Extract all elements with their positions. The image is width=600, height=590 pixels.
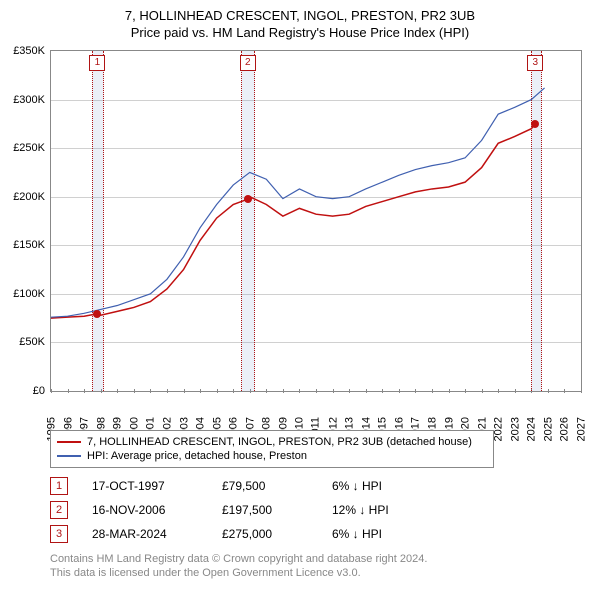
y-axis-label: £100K: [13, 288, 45, 300]
transaction-row: 3 28-MAR-2024£275,0006% ↓ HPI: [50, 522, 412, 546]
footer-text: Contains HM Land Registry data © Crown c…: [50, 552, 427, 581]
legend-item: 7, HOLLINHEAD CRESCENT, INGOL, PRESTON, …: [57, 435, 487, 449]
y-axis-label: £350K: [13, 45, 45, 57]
y-axis-label: £150K: [13, 239, 45, 251]
series-price_paid: [51, 124, 535, 318]
legend-swatch: [57, 441, 81, 443]
x-axis-label: 2022: [493, 417, 505, 441]
transaction-pct: 12% ↓ HPI: [332, 503, 412, 517]
footer-line-2: This data is licensed under the Open Gov…: [50, 566, 427, 580]
marker-box-1: 1: [89, 55, 105, 71]
transaction-row: 2 16-NOV-2006£197,50012% ↓ HPI: [50, 498, 412, 522]
transaction-date: 28-MAR-2024: [92, 527, 222, 541]
legend-label: HPI: Average price, detached house, Pres…: [87, 450, 307, 462]
y-axis-label: £0: [33, 385, 45, 397]
y-axis-label: £300K: [13, 94, 45, 106]
marker-dot-3: [531, 120, 539, 128]
chart-subtitle: Price paid vs. HM Land Registry's House …: [0, 25, 600, 40]
chart-plot-area: £0£50K£100K£150K£200K£250K£300K£350K1995…: [50, 50, 582, 392]
transaction-marker: 3: [50, 525, 68, 543]
series-hpi: [51, 88, 545, 317]
x-axis-label: 2026: [559, 417, 571, 441]
marker-dot-1: [93, 310, 101, 318]
x-axis-label: 2025: [542, 417, 554, 441]
transaction-price: £275,000: [222, 527, 332, 541]
marker-box-3: 3: [527, 55, 543, 71]
legend-item: HPI: Average price, detached house, Pres…: [57, 449, 487, 463]
transaction-price: £79,500: [222, 479, 332, 493]
legend-label: 7, HOLLINHEAD CRESCENT, INGOL, PRESTON, …: [87, 436, 472, 448]
x-axis-label: 2027: [575, 417, 587, 441]
marker-dot-2: [244, 195, 252, 203]
marker-box-2: 2: [240, 55, 256, 71]
y-axis-label: £200K: [13, 191, 45, 203]
legend-box: 7, HOLLINHEAD CRESCENT, INGOL, PRESTON, …: [50, 430, 494, 468]
x-axis-label: 2024: [526, 417, 538, 441]
transactions-table: 117-OCT-1997£79,5006% ↓ HPI216-NOV-2006£…: [50, 474, 412, 546]
transaction-date: 17-OCT-1997: [92, 479, 222, 493]
legend-swatch: [57, 455, 81, 457]
y-axis-label: £250K: [13, 142, 45, 154]
x-axis-label: 2023: [509, 417, 521, 441]
transaction-date: 16-NOV-2006: [92, 503, 222, 517]
x-tick: [581, 389, 582, 393]
footer-line-1: Contains HM Land Registry data © Crown c…: [50, 552, 427, 566]
transaction-pct: 6% ↓ HPI: [332, 527, 412, 541]
transaction-price: £197,500: [222, 503, 332, 517]
y-axis-label: £50K: [19, 336, 45, 348]
transaction-pct: 6% ↓ HPI: [332, 479, 412, 493]
transaction-marker: 2: [50, 501, 68, 519]
transaction-marker: 1: [50, 477, 68, 495]
chart-title: 7, HOLLINHEAD CRESCENT, INGOL, PRESTON, …: [0, 8, 600, 23]
transaction-row: 1 17-OCT-1997£79,5006% ↓ HPI: [50, 474, 412, 498]
